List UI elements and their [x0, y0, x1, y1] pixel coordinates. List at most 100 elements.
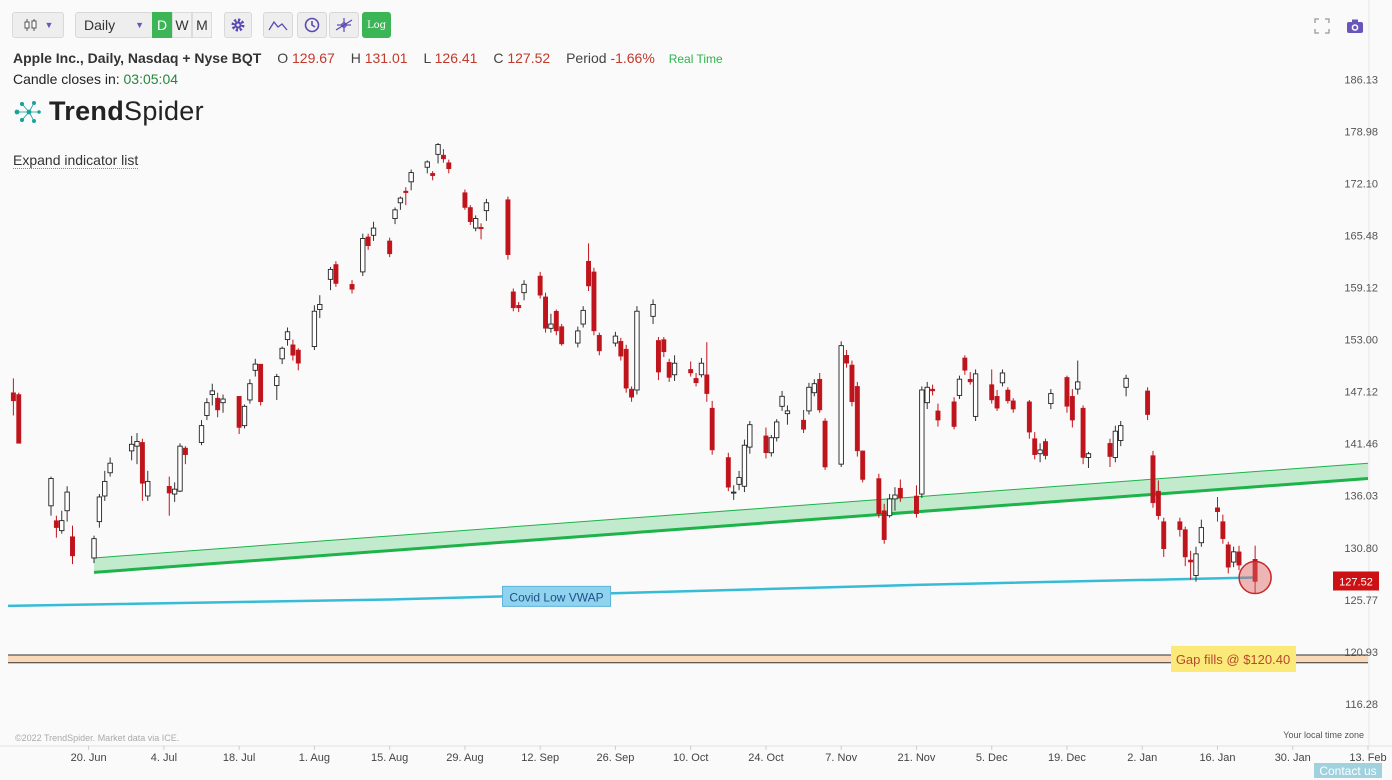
- candle-body: [478, 227, 484, 230]
- candle: [64, 486, 70, 522]
- candle-body: [1193, 553, 1199, 576]
- trendline-tool-icon: [268, 20, 288, 31]
- candle: [295, 348, 301, 371]
- candle: [618, 337, 624, 361]
- x-tick-label: 16. Jan: [1199, 752, 1235, 764]
- candle-body: [1005, 389, 1011, 402]
- candle: [1010, 398, 1016, 413]
- candle: [392, 207, 398, 225]
- y-tick-label: 178.98: [1344, 126, 1378, 138]
- last-price-badge: [1333, 571, 1379, 591]
- candle-body: [10, 392, 16, 402]
- candle: [591, 267, 597, 336]
- candle-body: [171, 488, 178, 495]
- settings-button[interactable]: [224, 12, 252, 38]
- candle: [999, 369, 1006, 387]
- candle: [741, 439, 748, 493]
- candle: [1080, 405, 1086, 465]
- candle-body: [333, 264, 339, 284]
- crosshair-tool-button[interactable]: [329, 12, 359, 38]
- candle-body: [392, 209, 398, 219]
- x-tick-label: 21. Nov: [897, 752, 935, 764]
- candle-body: [1043, 441, 1048, 456]
- candle: [1048, 389, 1054, 410]
- candle: [284, 327, 291, 346]
- candle-body: [107, 462, 113, 474]
- timeframe-weekly[interactable]: W: [172, 12, 192, 38]
- candle: [1118, 421, 1124, 447]
- candle: [634, 306, 640, 395]
- candle: [182, 446, 188, 465]
- candle-body: [1161, 521, 1167, 550]
- x-tick-label: 2. Jan: [1127, 752, 1157, 764]
- candle-body: [128, 443, 135, 452]
- fullscreen-button[interactable]: [1314, 18, 1330, 39]
- trendspider-logo: TrendSpider: [13, 96, 204, 127]
- candle: [96, 494, 103, 528]
- candle: [430, 171, 436, 181]
- candle: [1075, 360, 1081, 395]
- timezone-label[interactable]: Your local time zone: [1283, 730, 1364, 740]
- interval-label: Daily: [84, 17, 116, 33]
- fullscreen-icon: [1314, 18, 1330, 34]
- candle-body: [736, 477, 742, 485]
- candle-body: [806, 386, 812, 412]
- candle-body: [999, 372, 1006, 384]
- candle-body: [446, 162, 452, 170]
- candle: [698, 357, 705, 378]
- drawing-tool-button[interactable]: [263, 12, 293, 38]
- candle: [1026, 399, 1032, 439]
- candle-body: [580, 309, 586, 325]
- candle-body: [553, 310, 559, 332]
- candle: [408, 169, 414, 191]
- timeframe-daily[interactable]: D: [152, 12, 172, 38]
- x-tick-label: 18. Jul: [223, 752, 255, 764]
- candle: [768, 434, 774, 457]
- chevron-down-icon: ▼: [44, 20, 54, 30]
- candle-body: [284, 331, 291, 341]
- x-tick-label: 7. Nov: [825, 752, 857, 764]
- contact-us-button[interactable]: Contact us: [1314, 763, 1382, 778]
- candle: [854, 381, 860, 457]
- chart-style-dropdown[interactable]: ▼: [12, 12, 64, 38]
- candle-body: [64, 491, 70, 512]
- candle: [279, 346, 285, 365]
- candle-body: [1107, 443, 1113, 457]
- candle-body: [1155, 490, 1161, 516]
- candle-body: [59, 520, 65, 532]
- candle-body: [741, 444, 748, 487]
- candle: [860, 450, 866, 483]
- candle-body: [424, 161, 430, 168]
- candle-body: [349, 284, 355, 290]
- candle: [349, 280, 355, 294]
- candle-body: [1198, 527, 1205, 544]
- candle: [166, 476, 172, 516]
- candle: [731, 485, 737, 500]
- time-axis[interactable]: 20. Jun 4. Jul 18. Jul 1. Aug 15. Aug 29. Aug…: [71, 746, 1387, 764]
- timeframe-monthly[interactable]: M: [192, 12, 212, 38]
- chevron-down-icon: ▼: [135, 20, 144, 30]
- candle-body: [327, 268, 334, 280]
- log-scale-toggle[interactable]: Log: [362, 12, 391, 38]
- candle-timer: Candle closes in: 03:05:04: [13, 71, 178, 87]
- candle: [962, 355, 968, 375]
- candle: [914, 485, 919, 518]
- candle-body: [596, 334, 602, 352]
- candle-body: [1188, 559, 1194, 563]
- candle: [258, 363, 264, 406]
- candle-body: [1220, 521, 1226, 539]
- candle: [128, 435, 135, 461]
- price-axis[interactable]: 186.13 178.98 172.10 165.48 159.12 153.00 147.…: [1344, 74, 1378, 711]
- camera-icon: [1347, 19, 1363, 33]
- candle-body: [166, 486, 172, 494]
- candle: [709, 400, 715, 455]
- candle: [1145, 387, 1151, 421]
- candle: [274, 373, 280, 400]
- candle-body: [274, 376, 280, 386]
- replay-button[interactable]: [297, 12, 327, 38]
- expand-indicator-list[interactable]: Expand indicator list: [13, 152, 139, 169]
- screenshot-button[interactable]: [1346, 18, 1364, 39]
- candle: [897, 479, 903, 502]
- candle-body: [768, 437, 774, 454]
